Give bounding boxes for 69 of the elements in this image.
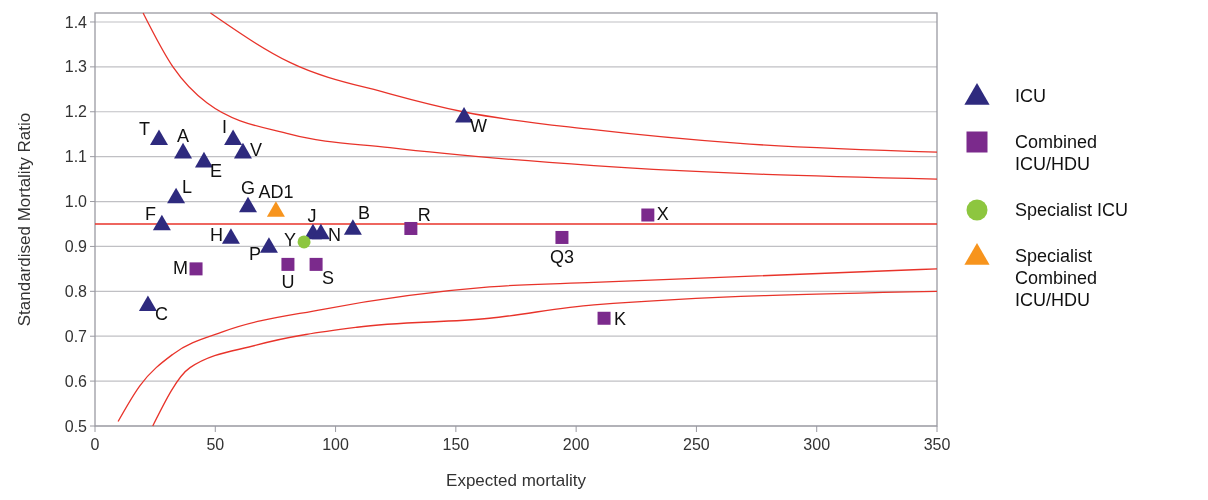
- annotation: G: [241, 178, 256, 199]
- annotation: S: [322, 268, 335, 289]
- point: [194, 151, 213, 168]
- x-tick-label: 250: [683, 436, 710, 453]
- annotation: C: [154, 303, 168, 324]
- point: [297, 235, 311, 249]
- annotation: W: [470, 116, 488, 137]
- annotation: X: [656, 204, 669, 225]
- point: [343, 219, 362, 235]
- y-tick-label: 0.6: [64, 372, 88, 390]
- x-tick-label: 50: [206, 436, 225, 453]
- point: [641, 208, 655, 222]
- point: [239, 196, 257, 213]
- y-tick-label: 1.2: [64, 103, 88, 121]
- point: [149, 129, 168, 145]
- point: [404, 221, 418, 235]
- annotation: AD1: [258, 181, 294, 202]
- point: [174, 142, 193, 159]
- point: [138, 295, 157, 312]
- annotation: M: [173, 257, 189, 278]
- point: [597, 311, 611, 325]
- y-tick-label: 0.5: [64, 417, 88, 435]
- point: [259, 237, 278, 253]
- annotation: T: [138, 118, 150, 139]
- point: [189, 262, 203, 276]
- point: [309, 257, 323, 271]
- annotation: V: [249, 140, 262, 161]
- point: [311, 223, 330, 240]
- annotation: Y: [284, 229, 297, 250]
- annotation: N: [327, 224, 341, 245]
- annotation: H: [209, 225, 223, 246]
- point: [555, 230, 569, 244]
- x-tick-label: 100: [322, 436, 350, 453]
- y-tick-label: 1.1: [64, 148, 88, 166]
- line-series: [152, 290, 938, 427]
- y-tick-label: 0.7: [64, 327, 88, 345]
- legend-label: ICU: [1015, 86, 1046, 107]
- y-tick-label: 0.9: [64, 238, 88, 256]
- point: [221, 228, 240, 244]
- annotation: E: [209, 161, 222, 182]
- x-tick-label: 300: [803, 436, 831, 453]
- annotation: Q3: [549, 247, 574, 268]
- annotation: F: [144, 203, 156, 224]
- legend-label: Specialist Combined ICU/HDU: [1015, 246, 1098, 310]
- annotation: I: [222, 116, 228, 137]
- annotation: K: [614, 309, 627, 330]
- x-tick-label: 350: [923, 436, 951, 453]
- y-tick-label: 1.3: [64, 58, 88, 76]
- annotation: B: [357, 203, 370, 224]
- annotation: L: [182, 177, 193, 198]
- point: [266, 201, 285, 217]
- annotation: P: [248, 244, 261, 265]
- y-tick-label: 0.8: [64, 282, 88, 300]
- point: [233, 142, 252, 159]
- x-tick-label: 150: [442, 436, 470, 453]
- x-tick-label: 200: [562, 436, 590, 453]
- legend-label: Combined ICU/HDU: [1015, 132, 1098, 174]
- y-tick-label: 1.0: [64, 193, 88, 211]
- annotation: U: [281, 272, 295, 293]
- legend-label: Specialist ICU: [1015, 200, 1129, 221]
- y-tick-label: 1.4: [64, 13, 88, 31]
- point: [281, 257, 295, 271]
- y-axis-title: Standardised Mortality Ratio: [15, 112, 34, 327]
- x-axis-title: Expected mortality: [446, 471, 587, 490]
- annotation: A: [177, 126, 190, 147]
- x-tick-label: 0: [90, 436, 100, 453]
- annotation: R: [417, 205, 431, 226]
- point: [224, 129, 243, 145]
- annotation: J: [307, 205, 317, 226]
